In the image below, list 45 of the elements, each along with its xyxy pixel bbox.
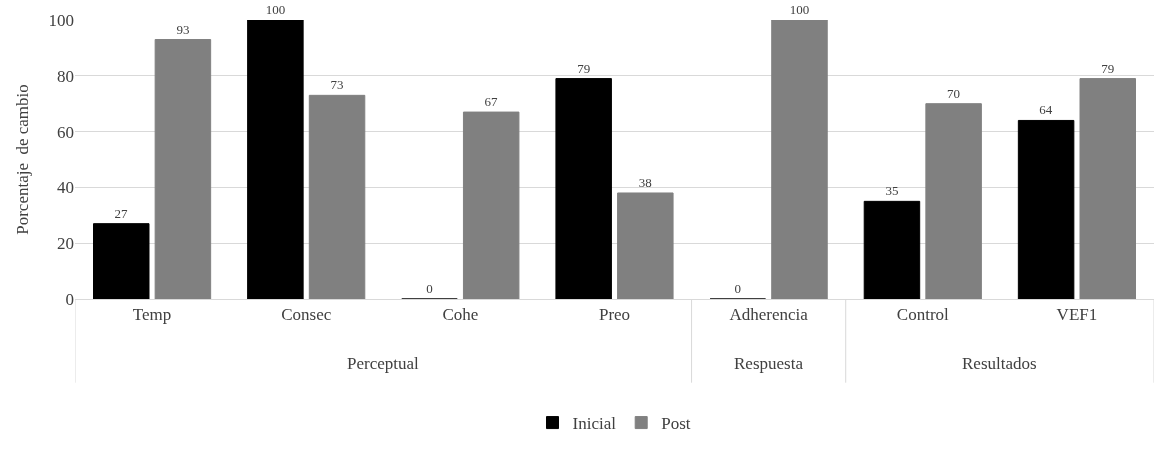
x-tick-label: Adherencia [729, 305, 809, 325]
data-label: 64 [1039, 102, 1053, 118]
bar [247, 20, 304, 299]
data-label: 79 [577, 60, 591, 76]
bar [925, 103, 982, 299]
bar [1079, 78, 1136, 299]
data-label: 0 [426, 281, 433, 296]
data-label: 93 [176, 21, 190, 37]
bar [771, 20, 828, 299]
text: Respuesta [734, 354, 804, 373]
bar [308, 94, 366, 299]
x-tick-label: VEF1 [1056, 305, 1098, 325]
text: Resultados [962, 354, 1037, 373]
y-tick-label: 80 [57, 66, 74, 86]
data-label: 35 [885, 183, 899, 199]
bar [462, 111, 520, 299]
y-axis-title: Porcentaje de cambio [13, 84, 33, 235]
bar [93, 223, 150, 299]
data-label: 79 [1101, 60, 1115, 76]
data-label: 38 [638, 174, 652, 190]
data-label: 67 [484, 94, 498, 110]
x-tick-label: Preo [598, 305, 631, 325]
bar [617, 192, 674, 299]
bar [863, 200, 921, 299]
data-label: 73 [330, 77, 344, 93]
y-tick-label: 40 [57, 178, 74, 198]
y-tick-label: 60 [57, 122, 74, 142]
legend-label: Post [661, 414, 691, 434]
bar [1017, 119, 1075, 299]
y-tick-label: 20 [57, 234, 74, 254]
y-tick-label: 100 [48, 10, 74, 30]
legend-label: Inicial [572, 414, 617, 434]
data-label: 0 [734, 281, 742, 296]
x-tick-label: Control [896, 305, 950, 325]
x-tick-label: Cohe [442, 305, 479, 325]
data-label: 27 [114, 205, 128, 221]
bar [154, 39, 212, 299]
data-label: 100 [789, 2, 810, 17]
bar [555, 78, 612, 299]
data-label: 100 [265, 2, 286, 17]
data-label: 70 [947, 85, 961, 101]
x-tick-label: Consec [281, 305, 332, 325]
y-tick-label: 0 [65, 289, 74, 309]
x-tick-label: Temp [132, 305, 172, 325]
text: Perceptual [347, 354, 420, 373]
